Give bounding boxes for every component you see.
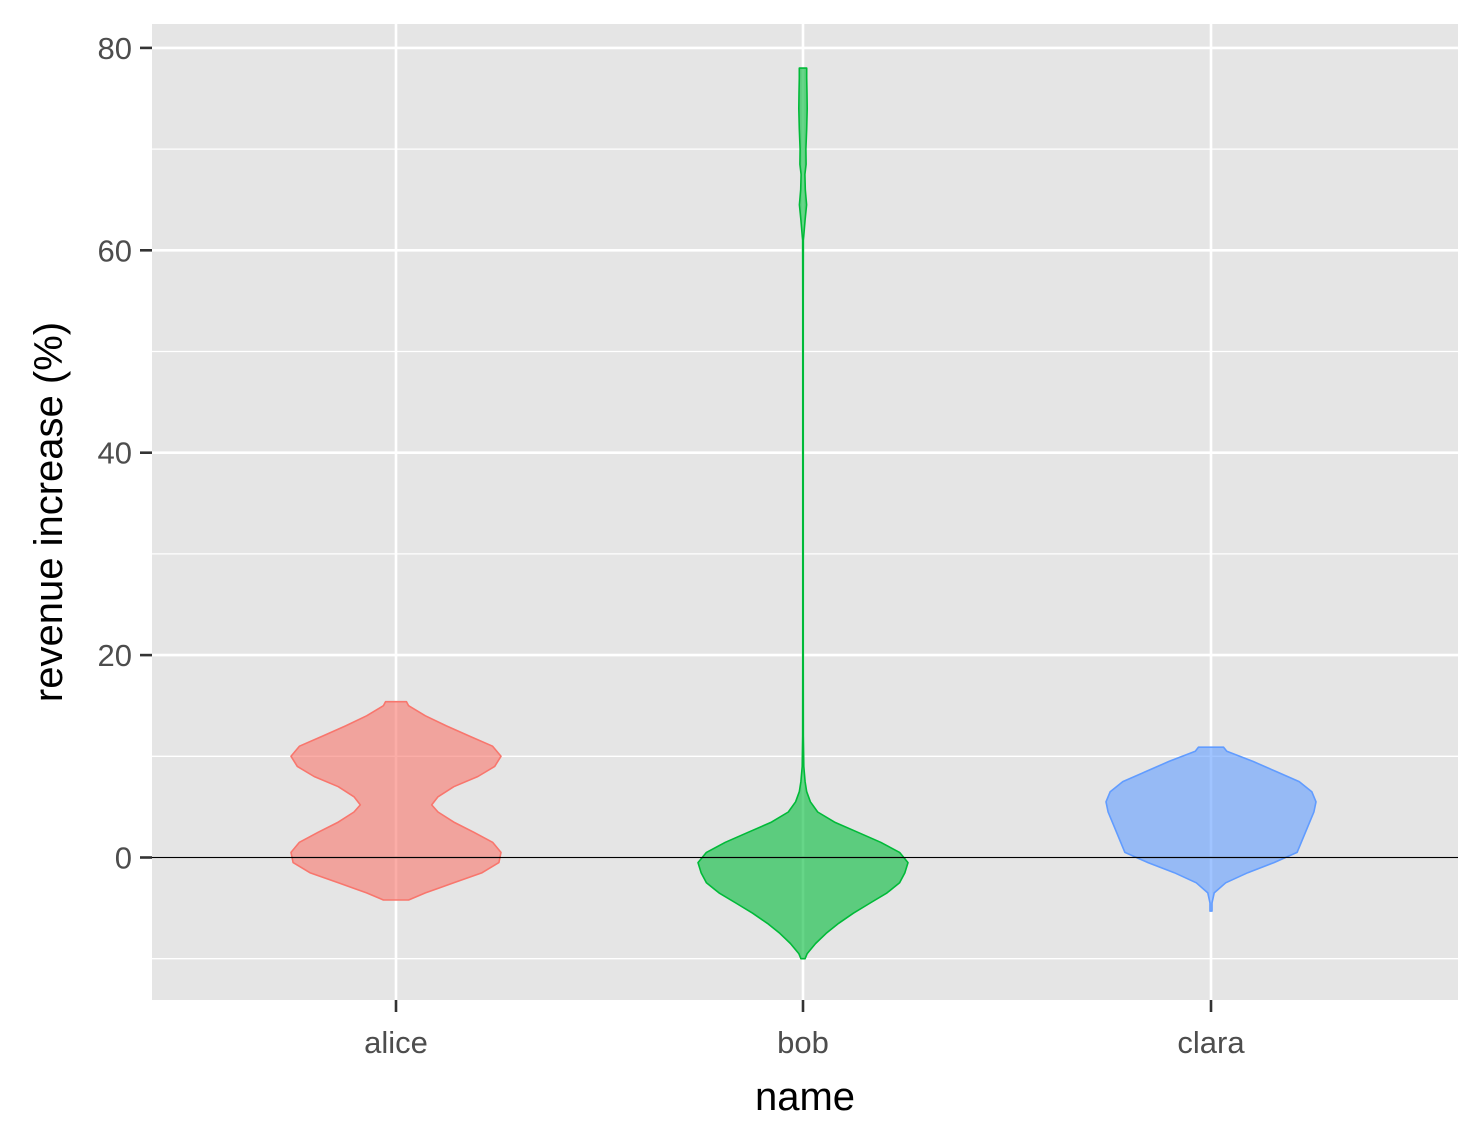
y-axis-title: revenue increase (%) — [27, 322, 71, 702]
violin-alice — [290, 700, 502, 901]
violin-bob — [697, 67, 909, 960]
y-tick-label: 60 — [98, 233, 132, 268]
x-tick-label-alice: alice — [364, 1025, 428, 1060]
x-axis-title: name — [755, 1075, 855, 1119]
x-tick-label-bob: bob — [777, 1025, 829, 1060]
y-tick-label: 80 — [98, 31, 132, 66]
y-tick-label: 0 — [115, 841, 132, 876]
y-tick-label: 40 — [98, 436, 132, 471]
violin-clara — [1105, 746, 1317, 912]
violins — [290, 67, 1317, 960]
x-tick-label-clara: clara — [1177, 1025, 1245, 1060]
y-tick-label: 20 — [98, 638, 132, 673]
y-axis: 0 20 40 60 80 — [98, 31, 152, 876]
x-axis: alice bob clara — [364, 1000, 1245, 1060]
